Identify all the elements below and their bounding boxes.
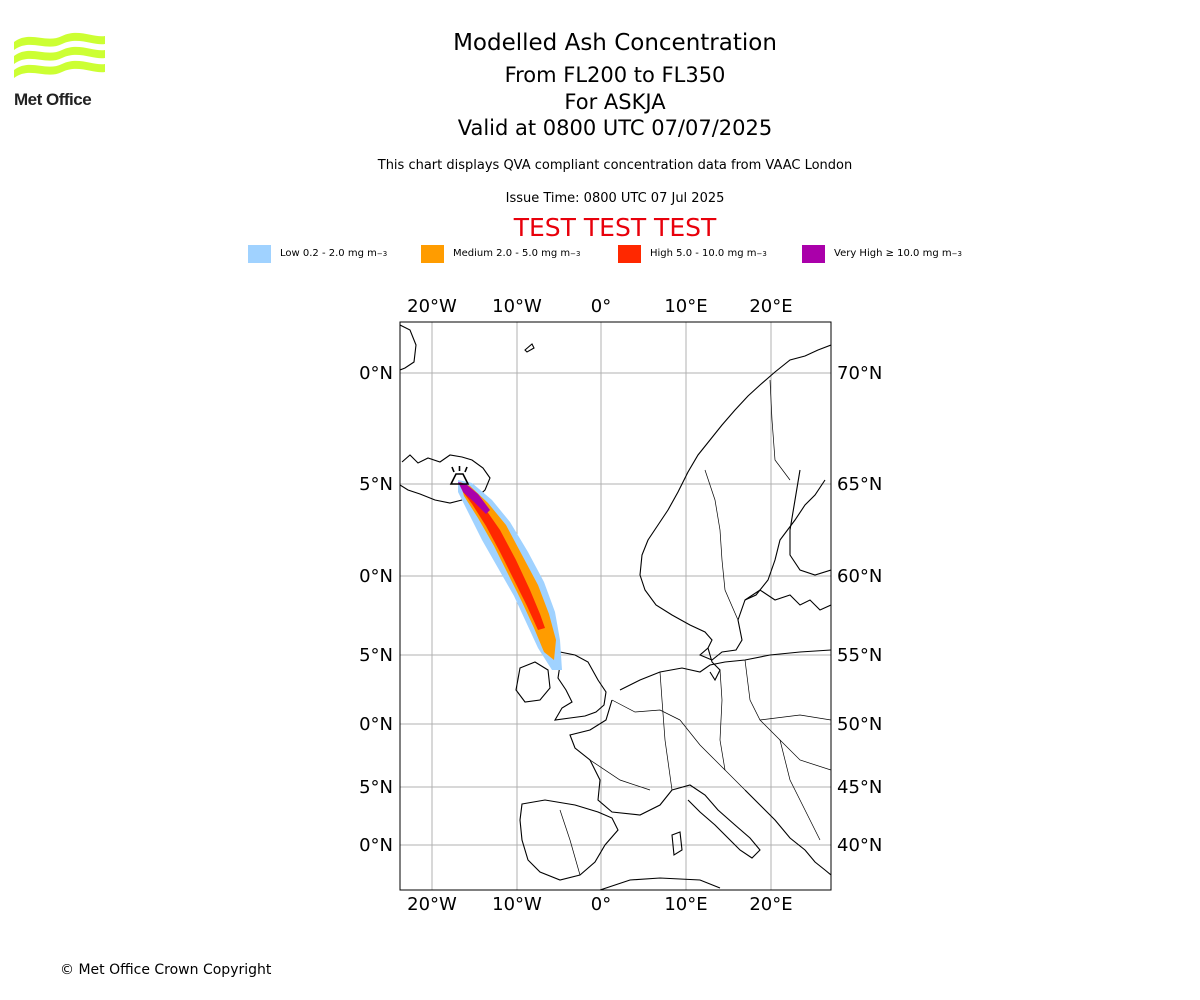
britain-coast bbox=[553, 651, 607, 721]
lon-tick-label: 20°W bbox=[407, 296, 457, 317]
lat-tick-label: 55°N bbox=[360, 645, 393, 666]
lat-tick-label: 70°N bbox=[837, 363, 882, 384]
legend-swatch-medium bbox=[421, 244, 444, 263]
legend-swatch-very-high bbox=[802, 244, 825, 263]
legend-label: Very High ≥ 10.0 mg m bbox=[834, 248, 952, 259]
map-background bbox=[400, 322, 831, 890]
sardinia-coast bbox=[671, 831, 683, 856]
iberia-coast bbox=[519, 799, 619, 881]
legend-unit-exponent: −3 bbox=[376, 249, 388, 258]
ash-map: 20°W 10°W 0° 10°E 20°E 20°W 10°W 0° 10°E… bbox=[360, 296, 882, 915]
france-coast bbox=[569, 699, 673, 816]
logo-text: Met Office bbox=[14, 90, 92, 109]
legend-unit-exponent: −3 bbox=[756, 249, 767, 258]
italy-coast bbox=[671, 784, 761, 859]
legend-label: Medium 2.0 - 5.0 mg m bbox=[453, 248, 571, 259]
lon-tick-label: 10°E bbox=[664, 894, 707, 915]
lat-tick-label: 45°N bbox=[837, 777, 882, 798]
balkans-coast bbox=[744, 789, 831, 876]
svalbard-coast bbox=[524, 343, 535, 353]
flight-levels: From FL200 to FL350 bbox=[504, 63, 726, 87]
volcano-name: For ASKJA bbox=[564, 90, 666, 114]
lon-tick-label: 20°W bbox=[407, 894, 457, 915]
lat-tick-label: 40°N bbox=[360, 835, 393, 856]
lat-tick-label: 40°N bbox=[837, 835, 882, 856]
north-africa-coast bbox=[599, 877, 721, 890]
lat-ticks-left: 70°N 65°N 60°N 55°N 50°N 45°N 40°N bbox=[360, 363, 393, 856]
lat-tick-label: 70°N bbox=[360, 363, 393, 384]
ash-very-high bbox=[458, 482, 490, 514]
lat-tick-label: 65°N bbox=[360, 474, 393, 495]
lat-tick-label: 60°N bbox=[837, 566, 882, 587]
chart-title: Modelled Ash Concentration bbox=[453, 30, 777, 56]
legend-swatch-high bbox=[618, 244, 641, 263]
lon-tick-label: 0° bbox=[591, 894, 611, 915]
legend-item-very-high: Very High ≥ 10.0 mg m −3 bbox=[802, 244, 962, 263]
lat-ticks-right: 70°N 65°N 60°N 55°N 50°N 45°N 40°N bbox=[837, 363, 882, 856]
greenland-coast bbox=[400, 324, 417, 371]
legend-label: Low 0.2 - 2.0 mg m bbox=[280, 248, 377, 259]
volcano-icon bbox=[449, 466, 470, 485]
map-gridlines bbox=[400, 322, 831, 890]
lon-tick-label: 0° bbox=[591, 296, 611, 317]
met-office-logo bbox=[14, 32, 105, 78]
lat-tick-label: 50°N bbox=[837, 714, 882, 735]
legend-unit-exponent: −3 bbox=[951, 249, 962, 258]
lon-tick-label: 10°E bbox=[664, 296, 707, 317]
lat-tick-label: 65°N bbox=[837, 474, 882, 495]
test-banner: TEST TEST TEST bbox=[513, 213, 717, 242]
lon-ticks-top: 20°W 10°W 0° 10°E 20°E bbox=[407, 296, 792, 317]
legend-label: High 5.0 - 10.0 mg m bbox=[650, 248, 757, 259]
copyright: © Met Office Crown Copyright bbox=[60, 962, 272, 978]
lat-tick-label: 60°N bbox=[360, 566, 393, 587]
coastlines bbox=[400, 324, 831, 890]
ireland-coast bbox=[515, 661, 551, 703]
legend-item-high: High 5.0 - 10.0 mg m −3 bbox=[618, 244, 767, 263]
legend-item-low: Low 0.2 - 2.0 mg m −3 bbox=[248, 244, 387, 263]
baltic-coast bbox=[744, 589, 831, 611]
lat-tick-label: 45°N bbox=[360, 777, 393, 798]
valid-time: Valid at 0800 UTC 07/07/2025 bbox=[457, 116, 773, 140]
lon-tick-label: 10°W bbox=[492, 894, 542, 915]
ash-plume bbox=[458, 480, 562, 670]
lat-tick-label: 55°N bbox=[837, 645, 882, 666]
continent-coast bbox=[619, 649, 831, 691]
country-borders bbox=[559, 379, 831, 876]
legend-swatch-low bbox=[248, 244, 271, 263]
map-frame bbox=[399, 321, 832, 891]
lon-tick-label: 20°E bbox=[749, 296, 792, 317]
lat-tick-label: 50°N bbox=[360, 714, 393, 735]
ash-high bbox=[462, 484, 545, 630]
legend-unit-exponent: −3 bbox=[570, 249, 581, 258]
qva-note: This chart displays QVA compliant concen… bbox=[377, 158, 853, 173]
issue-time: Issue Time: 0800 UTC 07 Jul 2025 bbox=[505, 191, 725, 206]
finland-coast bbox=[789, 469, 831, 576]
iceland-coast bbox=[400, 454, 491, 504]
scandinavia-coast bbox=[639, 344, 831, 661]
lon-ticks-bottom: 20°W 10°W 0° 10°E 20°E bbox=[407, 894, 792, 915]
lon-tick-label: 20°E bbox=[749, 894, 792, 915]
lon-tick-label: 10°W bbox=[492, 296, 542, 317]
legend-item-medium: Medium 2.0 - 5.0 mg m −3 bbox=[421, 244, 580, 263]
